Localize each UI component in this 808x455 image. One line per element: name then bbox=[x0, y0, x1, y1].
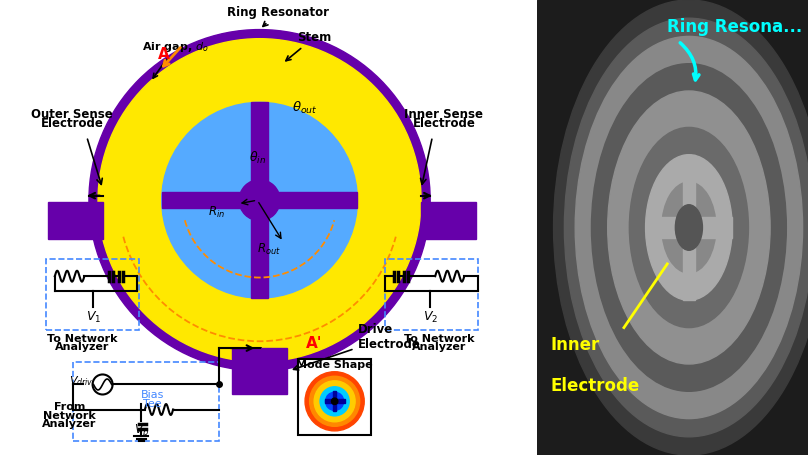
Text: Ring Resonator: Ring Resonator bbox=[227, 6, 329, 26]
Text: $\theta_{out}$: $\theta_{out}$ bbox=[292, 100, 318, 116]
Bar bbox=[333, 391, 336, 411]
Text: Analyzer: Analyzer bbox=[55, 342, 109, 352]
Text: Drive
Electrode: Drive Electrode bbox=[293, 323, 420, 370]
Text: $V_2$: $V_2$ bbox=[423, 310, 438, 325]
Circle shape bbox=[662, 182, 716, 273]
Text: Outer Sense: Outer Sense bbox=[32, 108, 113, 121]
Circle shape bbox=[608, 91, 770, 364]
Bar bbox=[421, 202, 476, 239]
Text: A': A' bbox=[306, 336, 322, 351]
Text: Analyzer: Analyzer bbox=[42, 419, 97, 429]
Text: $R_{out}$: $R_{out}$ bbox=[257, 242, 280, 257]
Text: $V_p$: $V_p$ bbox=[134, 422, 149, 439]
Circle shape bbox=[326, 392, 343, 410]
Circle shape bbox=[305, 372, 364, 431]
Text: To Network: To Network bbox=[404, 334, 474, 344]
Bar bbox=[683, 155, 695, 300]
Bar bbox=[251, 102, 267, 298]
Circle shape bbox=[591, 64, 786, 391]
Text: Electrode: Electrode bbox=[551, 377, 640, 395]
Circle shape bbox=[564, 18, 808, 437]
Circle shape bbox=[675, 205, 702, 250]
Circle shape bbox=[553, 0, 808, 455]
Text: Mode Shape: Mode Shape bbox=[297, 359, 373, 369]
Text: $\theta_{in}$: $\theta_{in}$ bbox=[249, 150, 266, 166]
Text: Electrode: Electrode bbox=[40, 117, 103, 131]
Text: Inner Sense: Inner Sense bbox=[404, 108, 483, 121]
Circle shape bbox=[331, 398, 338, 404]
Bar bbox=[646, 217, 732, 238]
Text: Ring Resona...: Ring Resona... bbox=[667, 18, 802, 36]
Bar bbox=[162, 192, 357, 208]
Bar bbox=[48, 202, 103, 239]
Text: Stem: Stem bbox=[286, 31, 331, 61]
Text: $V_1$: $V_1$ bbox=[86, 310, 101, 325]
Text: From: From bbox=[53, 402, 85, 412]
Text: A: A bbox=[158, 47, 170, 62]
Bar bbox=[325, 399, 345, 403]
Circle shape bbox=[575, 36, 802, 419]
Circle shape bbox=[309, 376, 360, 426]
Circle shape bbox=[629, 127, 748, 328]
Circle shape bbox=[646, 155, 732, 300]
Circle shape bbox=[239, 180, 280, 221]
FancyBboxPatch shape bbox=[298, 359, 371, 435]
Circle shape bbox=[314, 381, 355, 422]
Circle shape bbox=[320, 387, 349, 416]
Text: Electrode: Electrode bbox=[412, 117, 475, 131]
Circle shape bbox=[162, 102, 357, 298]
Text: To Network: To Network bbox=[47, 334, 117, 344]
Text: $R_{in}$: $R_{in}$ bbox=[208, 205, 225, 220]
Text: Analyzer: Analyzer bbox=[412, 342, 466, 352]
Circle shape bbox=[89, 30, 430, 371]
Text: Bias: Bias bbox=[141, 390, 164, 400]
Text: $V_{drive}$: $V_{drive}$ bbox=[69, 374, 98, 388]
Circle shape bbox=[93, 374, 112, 394]
Circle shape bbox=[98, 39, 421, 362]
Text: Tee: Tee bbox=[143, 399, 162, 409]
Bar bbox=[232, 348, 287, 394]
Text: Network: Network bbox=[43, 410, 95, 420]
Text: Air gap, $d_o$: Air gap, $d_o$ bbox=[142, 40, 208, 78]
Text: Inner: Inner bbox=[551, 336, 600, 354]
